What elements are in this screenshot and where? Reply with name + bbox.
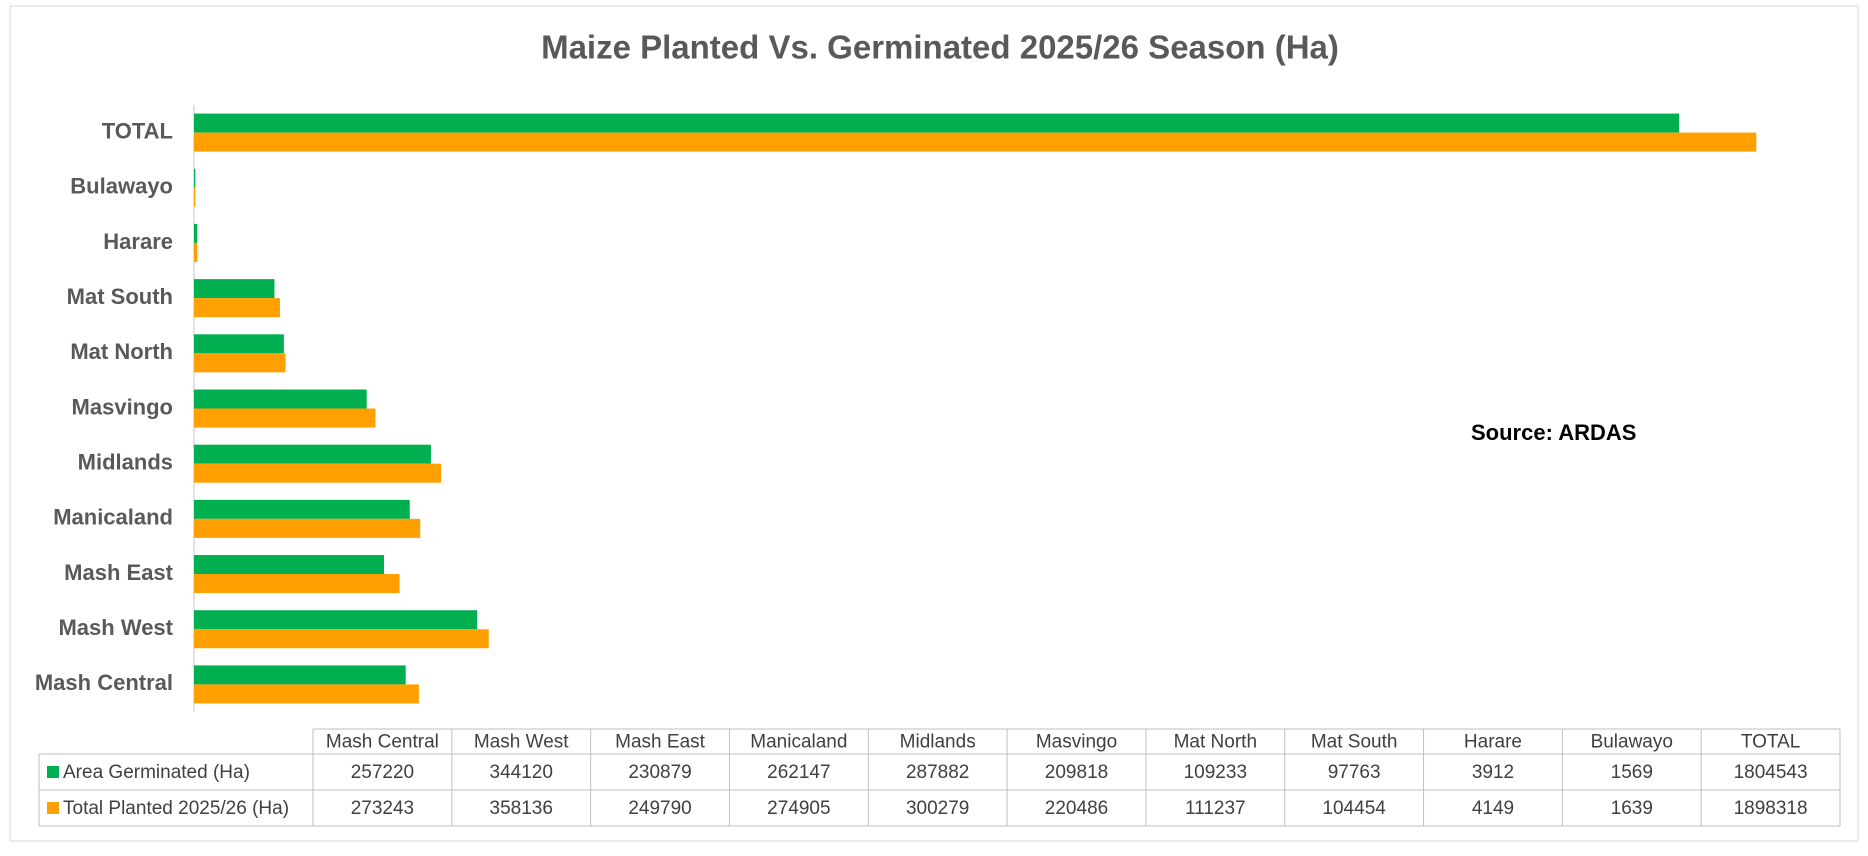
bar: [194, 408, 376, 428]
table-cell: 209818: [1045, 762, 1108, 783]
annotation: Source: ARDAS: [1471, 420, 1636, 445]
y-tick-label: TOTAL: [102, 118, 173, 143]
table-cell: 230879: [628, 762, 691, 783]
y-tick-label: Mat North: [70, 339, 173, 364]
table-cell: 1804543: [1734, 762, 1808, 783]
table-header: Mat South: [1311, 732, 1398, 753]
legend-swatch: [47, 766, 59, 778]
table-cell: 104454: [1322, 798, 1386, 819]
y-tick-label: Mash West: [58, 615, 173, 640]
table-cell: 1569: [1611, 762, 1653, 783]
table-cell: 287882: [906, 762, 969, 783]
table-cell: 220486: [1045, 798, 1108, 819]
table-header: Manicaland: [750, 732, 847, 753]
table-cell: 109233: [1184, 762, 1247, 783]
table-header: Harare: [1464, 732, 1522, 753]
bar: [194, 168, 196, 188]
bar: [194, 574, 400, 594]
chart-title: Maize Planted Vs. Germinated 2025/26 Sea…: [541, 29, 1339, 66]
table-cell: 97763: [1328, 762, 1381, 783]
table-cell: 300279: [906, 798, 969, 819]
bar: [194, 132, 1757, 152]
legend-label: Total Planted 2025/26 (Ha): [63, 798, 289, 819]
table-cell: 249790: [628, 798, 691, 819]
bar: [194, 187, 196, 207]
table-header: TOTAL: [1741, 732, 1800, 753]
y-tick-label: Mash East: [64, 560, 173, 585]
table-cell: 274905: [767, 798, 830, 819]
bar: [194, 518, 421, 538]
table-header: Mash East: [615, 732, 705, 753]
bar: [194, 684, 419, 704]
table-header: Midlands: [900, 732, 976, 753]
bar: [194, 334, 284, 354]
table-cell: 262147: [767, 762, 830, 783]
bar: [194, 610, 478, 630]
table-header: Masvingo: [1036, 732, 1117, 753]
bar: [194, 353, 286, 373]
table-header: Bulawayo: [1591, 732, 1673, 753]
table-cell: 358136: [490, 798, 553, 819]
table-header: Mash West: [474, 732, 569, 753]
table-cell: 1639: [1611, 798, 1653, 819]
table-cell: 3912: [1472, 762, 1514, 783]
legend-swatch: [47, 802, 59, 814]
table-cell: 344120: [490, 762, 553, 783]
bar: [194, 223, 198, 243]
bar: [194, 555, 385, 575]
table-cell: 273243: [351, 798, 414, 819]
table-header: Mash Central: [326, 732, 439, 753]
y-tick-label: Mat South: [67, 284, 173, 309]
bar: [194, 279, 275, 299]
bar: [194, 298, 280, 318]
y-tick-label: Mash Central: [35, 670, 173, 695]
legend-label: Area Germinated (Ha): [63, 762, 250, 783]
y-tick-label: Midlands: [78, 449, 173, 474]
bar: [194, 113, 1680, 133]
table-cell: 4149: [1472, 798, 1514, 819]
bar: [194, 389, 367, 409]
y-tick-label: Harare: [103, 229, 173, 254]
table-cell: 1898318: [1734, 798, 1808, 819]
bar: [194, 242, 198, 262]
table-cell: 257220: [351, 762, 414, 783]
y-tick-label: Manicaland: [53, 505, 173, 530]
bar: [194, 499, 410, 519]
bar: [194, 629, 489, 649]
bar: [194, 444, 431, 464]
y-tick-label: Masvingo: [72, 394, 173, 419]
table-header: Mat North: [1174, 732, 1257, 753]
y-tick-label: Bulawayo: [70, 174, 173, 199]
bar: [194, 665, 406, 685]
bar: [194, 463, 442, 483]
table-cell: 111237: [1185, 798, 1246, 819]
